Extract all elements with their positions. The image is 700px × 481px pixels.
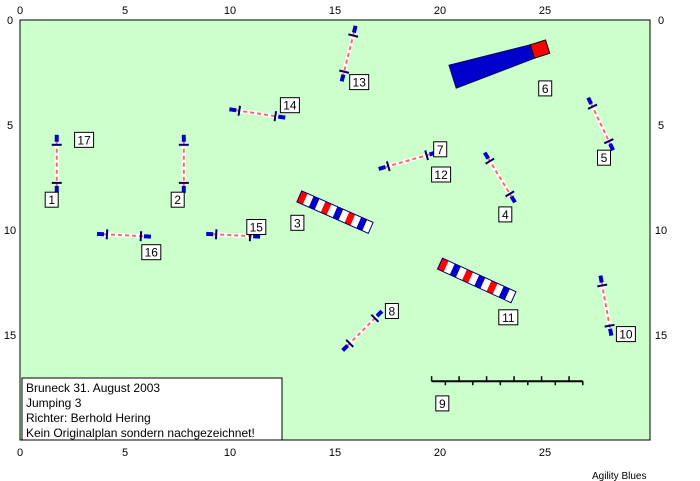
obstacle-label: 9 — [435, 395, 450, 412]
axis-x-top-tick: 25 — [539, 5, 551, 17]
axis-x-top-tick: 20 — [434, 5, 446, 17]
obstacle-number: 15 — [250, 221, 264, 235]
obstacle-number: 12 — [434, 168, 448, 182]
obstacle-6: 6 — [448, 39, 553, 97]
obstacle-label: 12 — [431, 166, 452, 183]
obstacle-number: 2 — [174, 193, 181, 207]
obstacle-number: 8 — [389, 305, 396, 319]
obstacle-number: 10 — [619, 328, 633, 342]
axis-x-bottom-tick: 20 — [434, 447, 446, 459]
axis-x-bottom-tick: 5 — [122, 447, 128, 459]
obstacle-16: 16 — [96, 229, 162, 261]
obstacle-number: 7 — [437, 143, 444, 157]
obstacle-number: 6 — [542, 82, 549, 96]
credit-label: Agility Blues — [592, 471, 646, 481]
obstacle-label: 11 — [498, 309, 519, 326]
obstacle-label: 3 — [290, 214, 305, 231]
axis-y-left-tick: 10 — [4, 225, 16, 237]
axis-y-right-tick: 5 — [658, 120, 664, 132]
obstacle-15: 15 — [206, 219, 267, 242]
axis-y-right-tick: 10 — [655, 225, 667, 237]
obstacle-label: 1 — [44, 191, 59, 208]
axis-x-bottom-tick: 0 — [17, 447, 23, 459]
obstacle-label: 17 — [74, 131, 95, 148]
obstacle-3: 3 — [290, 190, 374, 235]
obstacle-14: 14 — [229, 97, 300, 122]
obstacle-label: 10 — [615, 326, 636, 343]
obstacle-2: 2 — [170, 134, 189, 208]
obstacle-number: 5 — [601, 151, 608, 165]
obstacle-number: 13 — [353, 76, 367, 90]
axis-x-top-tick: 15 — [329, 5, 341, 17]
axis-x-bottom-tick: 10 — [224, 447, 236, 459]
info-line-venue: Bruneck 31. August 2003 — [26, 381, 160, 395]
obstacle-11: 11 — [436, 257, 519, 326]
obstacle-17: 17 — [74, 131, 95, 148]
axis-x-top-tick: 10 — [224, 5, 236, 17]
axis-y-left-tick: 0 — [7, 15, 13, 27]
obstacle-number: 16 — [145, 246, 159, 260]
obstacle-8: 8 — [341, 303, 399, 352]
obstacle-12: 12 — [431, 166, 452, 183]
obstacle-5: 5 — [586, 96, 615, 166]
obstacle-1: 1 — [44, 134, 62, 208]
obstacle-label: 2 — [170, 191, 185, 208]
axis-x-top-tick: 5 — [122, 5, 128, 17]
obstacle-7: 7 — [378, 141, 448, 172]
obstacle-number: 9 — [439, 397, 446, 411]
obstacle-13: 13 — [339, 25, 370, 91]
obstacles: 1 17 2 3 4 5 6 7 12 8 9 10 11 13 14 15 16 — [44, 25, 636, 412]
obstacle-number: 11 — [502, 311, 515, 325]
obstacle-10: 10 — [597, 275, 636, 343]
obstacle-label: 5 — [597, 149, 611, 166]
info-line-note: Kein Originalplan sondern nachgezeichnet… — [26, 426, 255, 440]
axis-x-bottom-tick: 25 — [539, 447, 551, 459]
axis-y-left-tick: 5 — [7, 120, 13, 132]
axis-y-right-tick: 15 — [655, 330, 667, 342]
obstacle-label: 4 — [498, 206, 513, 223]
obstacle-9: 9 — [430, 376, 584, 412]
obstacle-label: 7 — [433, 141, 448, 158]
obstacle-label: 6 — [538, 80, 553, 97]
obstacle-number: 1 — [48, 193, 55, 207]
arena-field — [19, 19, 651, 441]
axis-x-bottom-tick: 15 — [329, 447, 341, 459]
obstacle-number: 3 — [294, 216, 301, 230]
info-line-judge: Richter: Berhold Hering — [26, 411, 151, 425]
obstacle-label: 8 — [384, 303, 399, 319]
axis-y-right-tick: 0 — [658, 15, 664, 27]
obstacle-label: 15 — [246, 219, 267, 235]
axis-y-left-tick: 15 — [4, 330, 16, 342]
obstacle-label: 16 — [141, 244, 162, 261]
obstacle-4: 4 — [482, 151, 517, 223]
obstacle-number: 14 — [283, 99, 297, 113]
info-box: Bruneck 31. August 2003 Jumping 3 Richte… — [21, 377, 283, 441]
obstacle-label: 13 — [349, 74, 370, 91]
axis-x-top-tick: 0 — [17, 5, 23, 17]
obstacle-label: 14 — [279, 97, 300, 114]
obstacle-number: 4 — [502, 208, 509, 222]
obstacle-number: 17 — [77, 133, 91, 147]
info-line-class: Jumping 3 — [26, 396, 82, 410]
